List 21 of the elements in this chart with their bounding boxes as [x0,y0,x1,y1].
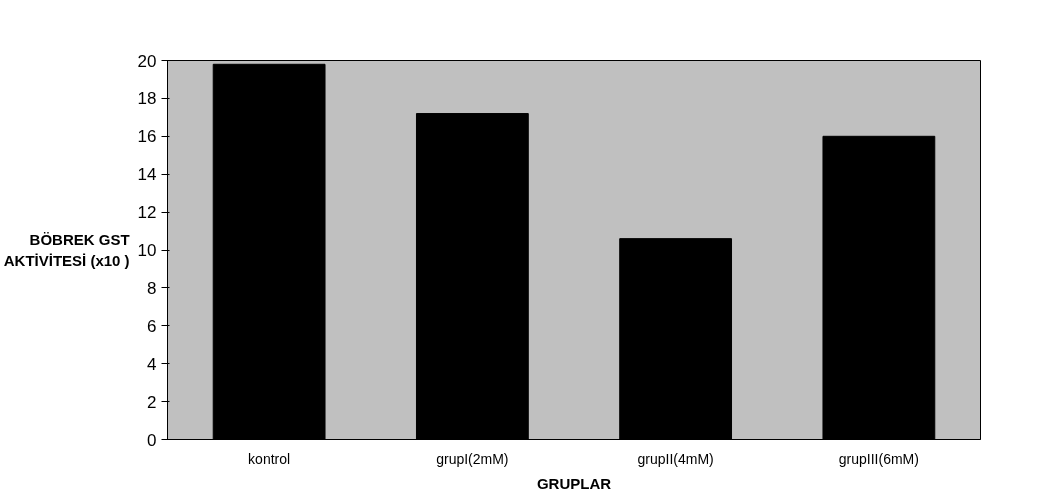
y-tick-label: 20 [137,51,157,71]
y-axis-title: BÖBREK GST AKTİVİTESİ (x10 ) [3,231,130,269]
y-tick-label: 12 [137,203,157,223]
x-tick-label: kontrol [248,450,291,467]
y-tick-label: 8 [147,278,157,298]
y-tick-label: 2 [147,392,157,412]
bar [619,238,733,440]
x-tick-label: grupI(2mM) [436,450,509,467]
bar [822,135,936,440]
x-tick-label: grupIII(6mM) [838,450,919,467]
y-tick-label: 18 [137,89,157,109]
bar [212,63,326,440]
y-tick-label: 14 [137,165,157,185]
y-tick-label: 10 [137,241,157,260]
x-tick-label: grupII(4mM) [637,450,714,467]
y-tick-label: 4 [147,354,157,374]
y-tick-label: 6 [147,316,157,336]
x-axis-title: GRUPLAR [536,474,612,492]
bar [415,113,529,440]
y-tick-label: 0 [147,430,157,450]
y-tick-label: 16 [137,127,157,147]
